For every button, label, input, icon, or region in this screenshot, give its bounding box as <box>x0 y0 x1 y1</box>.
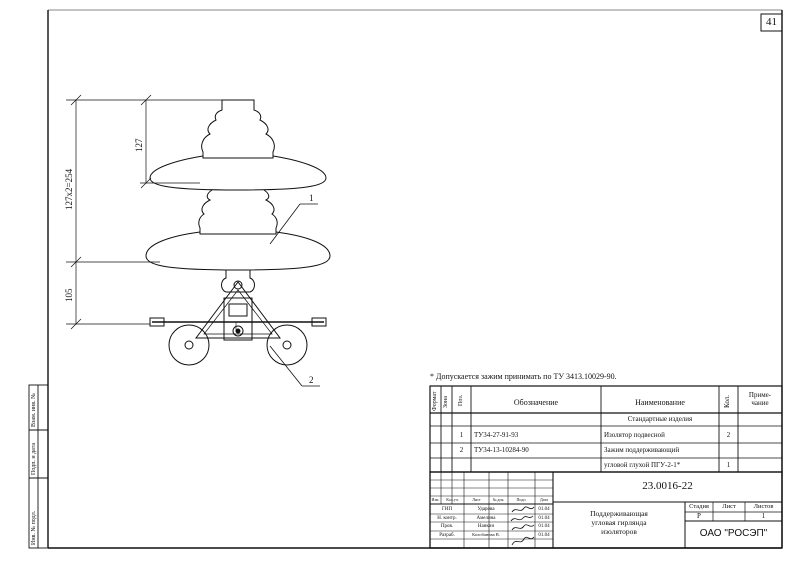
side-stamp-original: Инв. № подл. <box>31 510 37 545</box>
stage-value: Р <box>697 512 701 520</box>
header-qty: Кол. <box>723 395 731 408</box>
header-format: Формат <box>432 391 438 411</box>
dimension-127: 127 <box>134 138 144 153</box>
sig-name-gip: Ударова <box>477 507 495 512</box>
left-roller <box>168 324 210 366</box>
sig-date-razrab: 01.04 <box>538 533 550 538</box>
dimension-105: 105 <box>64 288 74 303</box>
callout-leaders <box>269 203 320 387</box>
row-1-name: Изолятор подвесной <box>604 431 665 439</box>
row-1-qty: 2 <box>726 431 731 439</box>
sig-date-prov: 01.04 <box>538 524 550 529</box>
callout-2: 2 <box>309 375 314 385</box>
clamp-triangle <box>195 281 281 339</box>
side-stamp-column <box>28 384 49 549</box>
callout-1: 1 <box>309 193 314 203</box>
change-header-izm: Изм. <box>431 497 440 502</box>
section-title: Стандартные изделия <box>627 415 693 423</box>
change-header-kol: Кол.уч. <box>446 497 459 502</box>
sig-date-nkontr: 01.04 <box>538 516 550 521</box>
row-1-pos: 1 <box>459 431 464 439</box>
clamp-note: * Допускается зажим принимать по ТУ 3413… <box>430 372 617 381</box>
right-roller <box>266 324 308 366</box>
sheets-value: 1 <box>761 512 766 520</box>
change-header-list: Лист <box>472 497 481 502</box>
title-line-1: Поддерживающая <box>590 509 648 518</box>
sig-date-gip: 01.04 <box>538 507 550 512</box>
sheets-header: Листов <box>753 503 774 510</box>
title-block-grid <box>429 471 783 549</box>
sig-name-nkontr: Амелина <box>476 516 496 521</box>
header-zone: Зона <box>443 396 449 408</box>
side-stamp-sign-date: Подп. и дата <box>31 442 37 475</box>
header-pos: Поз. <box>458 394 464 406</box>
row-2-designation: ТУ34-13-10284-90 <box>474 446 529 454</box>
clevis-link <box>221 270 255 293</box>
title-line-2: угловая гирлянда <box>591 518 647 527</box>
upper-insulator-skirt <box>149 155 327 191</box>
change-header-sign: Подп. <box>516 497 527 502</box>
row-2-name: Зажим поддерживающий <box>604 446 680 454</box>
lower-insulator-skirt <box>145 231 331 271</box>
sig-role-gip: ГИП <box>441 507 453 512</box>
row-1-designation: ТУ34-27-91-93 <box>474 431 519 439</box>
insulator-string-drawing <box>145 99 331 366</box>
page-number: 41 <box>766 16 777 28</box>
title-line-3: изоляторов <box>601 527 637 536</box>
stage-header: Стадия <box>689 503 709 510</box>
clamp-body <box>223 297 253 341</box>
sig-role-razrab: Разраб. <box>439 533 455 538</box>
row-2-pos: 2 <box>459 446 464 454</box>
change-header-date: Дата <box>540 497 548 502</box>
company-name: ОАО "РОСЭП" <box>699 528 768 539</box>
dimension-254: 127x2=254 <box>64 168 74 210</box>
sig-role-nkontr: Н. контр. <box>437 516 457 521</box>
signature-marks <box>510 506 535 546</box>
side-stamp-replace: Взам. инв. № <box>31 393 37 427</box>
header-remark: Приме- чание <box>748 391 772 408</box>
row-3-name: угловой глухой ПГУ-2-1* <box>604 461 681 469</box>
upper-insulator-cap <box>201 99 275 159</box>
dimension-lines <box>66 94 222 330</box>
sig-name-razrab: Колобанова В. <box>472 532 500 537</box>
header-designation: Обозначение <box>513 398 559 407</box>
sheet-header: Лист <box>722 503 736 510</box>
header-name: Наименование <box>635 398 685 407</box>
lower-insulator-cap <box>198 189 278 235</box>
document-number: 23.0016-22 <box>642 480 693 492</box>
change-header-doc: № док. <box>492 497 505 502</box>
row-3-qty: 1 <box>726 461 731 469</box>
sig-role-prov: Пров. <box>440 524 454 529</box>
sig-name-prov: Нанкин <box>477 524 495 529</box>
